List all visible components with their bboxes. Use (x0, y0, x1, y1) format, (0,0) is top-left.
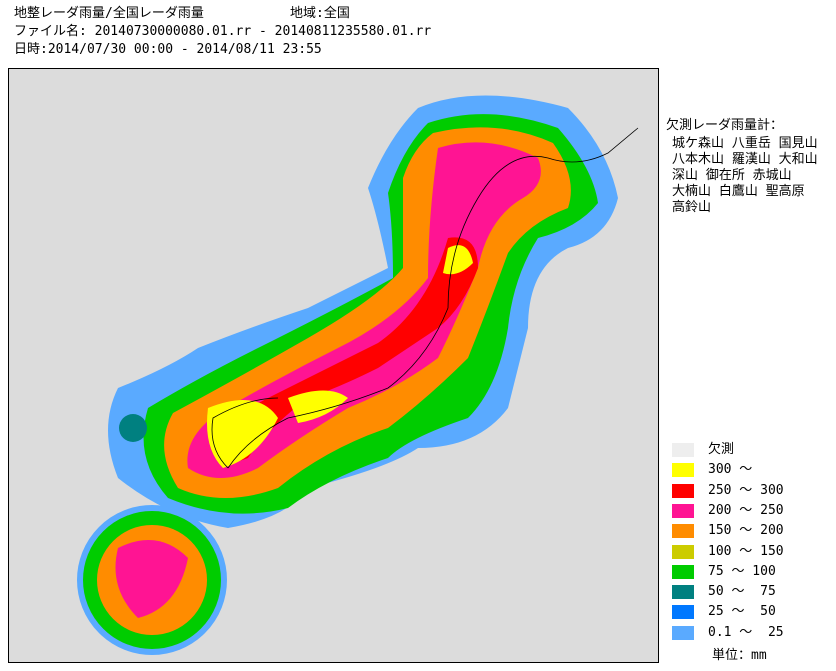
unit: 単位：mm (712, 648, 767, 663)
coverage (77, 95, 618, 655)
legend-swatch (672, 544, 694, 559)
legend-label: 欠測 (708, 442, 735, 457)
missing-radar-line: 城ケ森山 八重岳 国見山 (672, 136, 818, 151)
legend-swatch (672, 625, 694, 640)
legend-label: 200 ～ 250 (708, 502, 784, 518)
legend-label: 25 ～ 50 (708, 604, 776, 620)
coastline (211, 127, 639, 469)
missing-radar-line: 高鈴山 (672, 200, 712, 215)
legend-swatch (672, 564, 694, 579)
product-title: 地整レーダ雨量/全国レーダ雨量 (14, 6, 204, 21)
legend-label: 50 ～ 75 (708, 584, 776, 600)
legend-swatch (672, 585, 694, 600)
legend-swatch (672, 483, 694, 498)
missing-radar-line: 深山 御在所 赤城山 (672, 168, 792, 183)
file-range: ファイル名: 20140730000080.01.rr - 2014081123… (14, 24, 432, 39)
legend-swatch (672, 463, 694, 478)
legend-swatch (672, 524, 694, 539)
legend-label: 250 ～ 300 (708, 482, 784, 498)
legend-label: 150 ～ 200 (708, 523, 784, 539)
region: 地域:全国 (290, 6, 350, 21)
legend-label: 300 ～ (708, 462, 753, 478)
legend-swatch (672, 605, 694, 620)
legend-label: 75 ～ 100 (708, 563, 776, 579)
missing-radar-line: 大楠山 白鷹山 聖高原 (672, 184, 805, 199)
legend-label: 0.1 ～ 25 (708, 624, 784, 640)
legend-swatch (672, 443, 694, 457)
missing-radar-line: 八本木山 羅漢山 大和山 (672, 152, 818, 167)
radar-map (8, 68, 659, 663)
legend-swatch (672, 503, 694, 518)
missing-title: 欠測レーダ雨量計： (666, 118, 784, 133)
legend-label: 100 ～ 150 (708, 543, 784, 559)
datetime-range: 日時:2014/07/30 00:00 - 2014/08/11 23:55 (14, 42, 322, 57)
